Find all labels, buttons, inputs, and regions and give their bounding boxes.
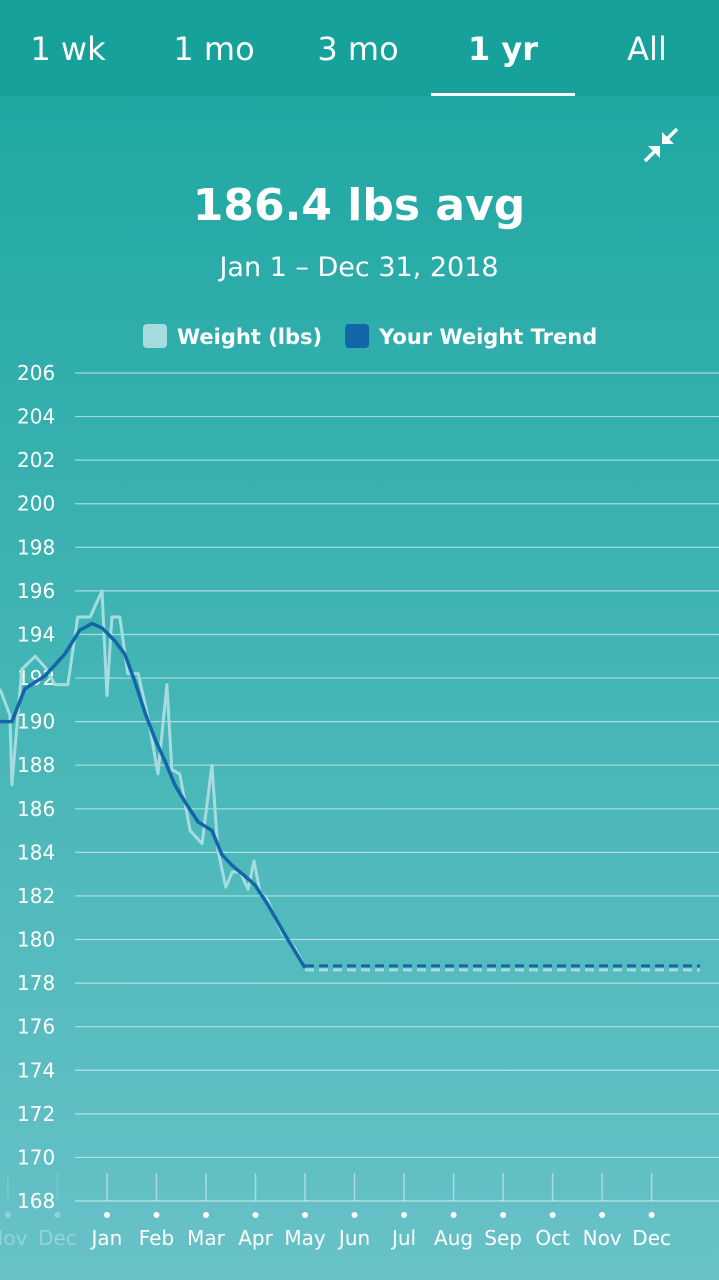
line-1 <box>0 621 307 969</box>
subtitle: Jan 1 – Dec 31, 2018 <box>217 252 498 283</box>
x-tick-dot <box>54 1212 61 1218</box>
x-tick-dot <box>202 1212 209 1218</box>
y-tick-label: 206 <box>17 361 55 385</box>
x-tick-dot <box>103 1212 110 1218</box>
legend-label: Your Weight Trend <box>378 325 597 349</box>
x-tick-dot <box>648 1212 655 1218</box>
x-tick-label: Nov <box>0 1226 28 1250</box>
x-tick-label: Sep <box>484 1226 522 1250</box>
x-tick-dot <box>401 1212 408 1218</box>
y-tick-label: 188 <box>17 753 55 777</box>
legend-swatch <box>345 324 370 348</box>
plot: 1681701721741761781801821841861881901921… <box>0 361 719 1250</box>
y-tick-label: 184 <box>17 840 55 864</box>
y-tick-label: 186 <box>17 797 55 821</box>
x-tick-label: Jun <box>337 1226 370 1250</box>
tab-selected[interactable]: 1 yr <box>468 30 538 68</box>
legend-swatch <box>143 324 167 348</box>
x-tick-label: Dec <box>632 1226 671 1250</box>
tab-bar <box>0 0 719 96</box>
x-tick-dot <box>500 1212 507 1218</box>
x-tick-label: Feb <box>139 1226 174 1250</box>
collapse-icon[interactable] <box>643 127 679 163</box>
y-tick-label: 174 <box>17 1058 55 1082</box>
y-tick-label: 196 <box>17 579 55 603</box>
x-tick-label: Nov <box>583 1226 622 1250</box>
x-tick-label: Oct <box>535 1226 570 1250</box>
y-tick-label: 198 <box>17 535 55 559</box>
x-tick-label: Apr <box>238 1226 273 1250</box>
y-tick-label: 194 <box>17 622 55 646</box>
y-tick-label: 204 <box>17 405 55 429</box>
x-tick-dot <box>4 1212 11 1218</box>
x-tick-dot <box>252 1212 259 1218</box>
y-tick-label: 178 <box>17 971 55 995</box>
tab[interactable]: 1 mo <box>173 30 254 68</box>
y-tick-label: 190 <box>17 710 55 734</box>
y-tick-label: 170 <box>17 1145 55 1169</box>
legend-label: Weight (lbs) <box>177 325 322 349</box>
x-tick-label: May <box>284 1226 326 1250</box>
title: 186.4 lbs avg <box>193 180 525 231</box>
line-0 <box>0 589 307 969</box>
x-tick-dot <box>153 1212 160 1218</box>
tab[interactable]: All <box>627 30 667 68</box>
y-tick-label: 182 <box>17 884 55 908</box>
y-tick-label: 176 <box>17 1015 55 1039</box>
x-tick-label: Dec <box>38 1226 77 1250</box>
x-tick-dot <box>549 1212 556 1218</box>
tab[interactable]: 1 wk <box>30 30 106 68</box>
y-tick-label: 202 <box>17 448 55 472</box>
tab-underline <box>431 93 575 96</box>
y-tick-label: 168 <box>17 1189 55 1213</box>
x-tick-dot <box>450 1212 457 1218</box>
y-tick-label: 180 <box>17 928 55 952</box>
y-tick-label: 172 <box>17 1102 55 1126</box>
x-tick-dot <box>302 1212 309 1218</box>
y-tick-label: 200 <box>17 492 55 516</box>
x-tick-dot <box>351 1212 358 1218</box>
x-tick-dot <box>599 1212 606 1218</box>
x-tick-label: Mar <box>187 1226 226 1250</box>
x-tick-label: Jul <box>390 1226 416 1250</box>
tab[interactable]: 3 mo <box>317 30 398 68</box>
x-tick-label: Aug <box>434 1226 473 1250</box>
legend: Weight (lbs) Your Weight Trend <box>143 324 597 349</box>
x-tick-label: Jan <box>90 1226 123 1250</box>
